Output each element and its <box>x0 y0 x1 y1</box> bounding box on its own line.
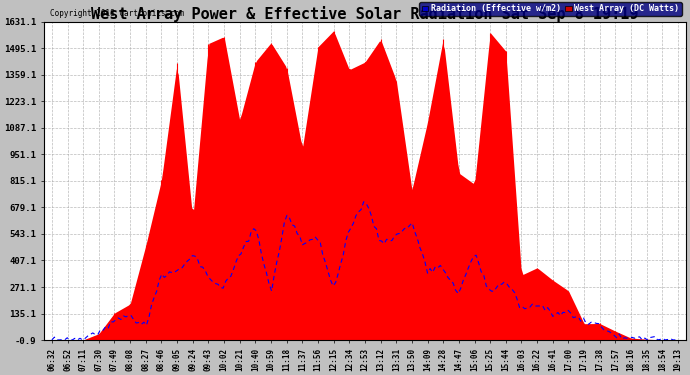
Text: Copyright 2018 Cartronics.com: Copyright 2018 Cartronics.com <box>50 9 185 18</box>
Title: West Array Power & Effective Solar Radiation Sat Sep 8 19:19: West Array Power & Effective Solar Radia… <box>91 6 639 22</box>
Legend: Radiation (Effective w/m2), West Array (DC Watts): Radiation (Effective w/m2), West Array (… <box>419 2 682 16</box>
